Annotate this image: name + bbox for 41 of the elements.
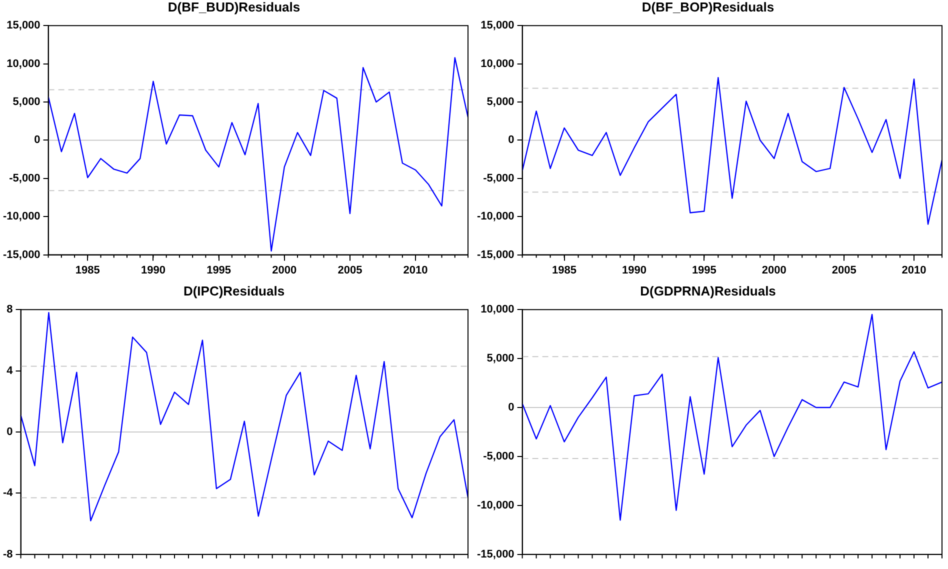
x-tick-label: 2005 [832, 264, 856, 276]
x-tick-label: 2000 [762, 264, 786, 276]
chart-title: D(BF_BOP)Residuals [642, 0, 774, 14]
y-tick-label: -4 [3, 487, 14, 500]
y-tick-label: -10,000 [2, 210, 40, 223]
y-tick-label: -5,000 [483, 172, 514, 184]
x-tick-label: 1985 [75, 264, 100, 276]
x-tick-label: 1990 [140, 264, 166, 276]
y-tick-label: -5,000 [483, 450, 514, 463]
x-tick-label: 1995 [692, 264, 716, 276]
chart-title: D(BF_BUD)Residuals [168, 0, 300, 14]
y-tick-label: 0 [34, 134, 40, 146]
y-tick-label: -10,000 [476, 499, 514, 512]
y-tick-label: -15,000 [476, 248, 514, 261]
y-tick-label: 0 [508, 134, 514, 146]
y-tick-label: -10,000 [476, 210, 514, 223]
y-tick-label: 5,000 [486, 96, 514, 108]
chart-title: D(GDPRNA)Residuals [640, 283, 776, 298]
y-tick-label: 0 [508, 402, 514, 414]
y-tick-label: 0 [6, 426, 13, 438]
x-tick-label: 2010 [403, 264, 428, 276]
y-tick-label: 15,000 [6, 20, 40, 32]
x-tick-label: 2005 [338, 264, 362, 276]
x-tick-label: 1995 [206, 264, 232, 276]
y-tick-label: 10,000 [480, 304, 514, 316]
chart-title: D(IPC)Residuals [183, 283, 285, 298]
y-tick-label: 5,000 [12, 96, 40, 108]
y-tick-label: 10,000 [6, 58, 40, 70]
x-tick-label: 2010 [902, 264, 926, 276]
y-tick-label: -15,000 [476, 548, 514, 560]
x-tick-label: 1990 [622, 264, 646, 276]
y-tick-label: 10,000 [480, 58, 514, 70]
y-tick-label: -5,000 [9, 172, 40, 184]
y-tick-label: 4 [6, 364, 14, 377]
x-tick-label: 2000 [272, 264, 297, 276]
y-tick-label: -8 [3, 548, 13, 560]
x-tick-label: 1985 [552, 264, 577, 276]
y-tick-label: 5,000 [486, 352, 514, 365]
y-tick-label: -15,000 [2, 248, 40, 261]
y-tick-label: 15,000 [480, 20, 514, 32]
y-tick-label: 8 [6, 304, 13, 316]
